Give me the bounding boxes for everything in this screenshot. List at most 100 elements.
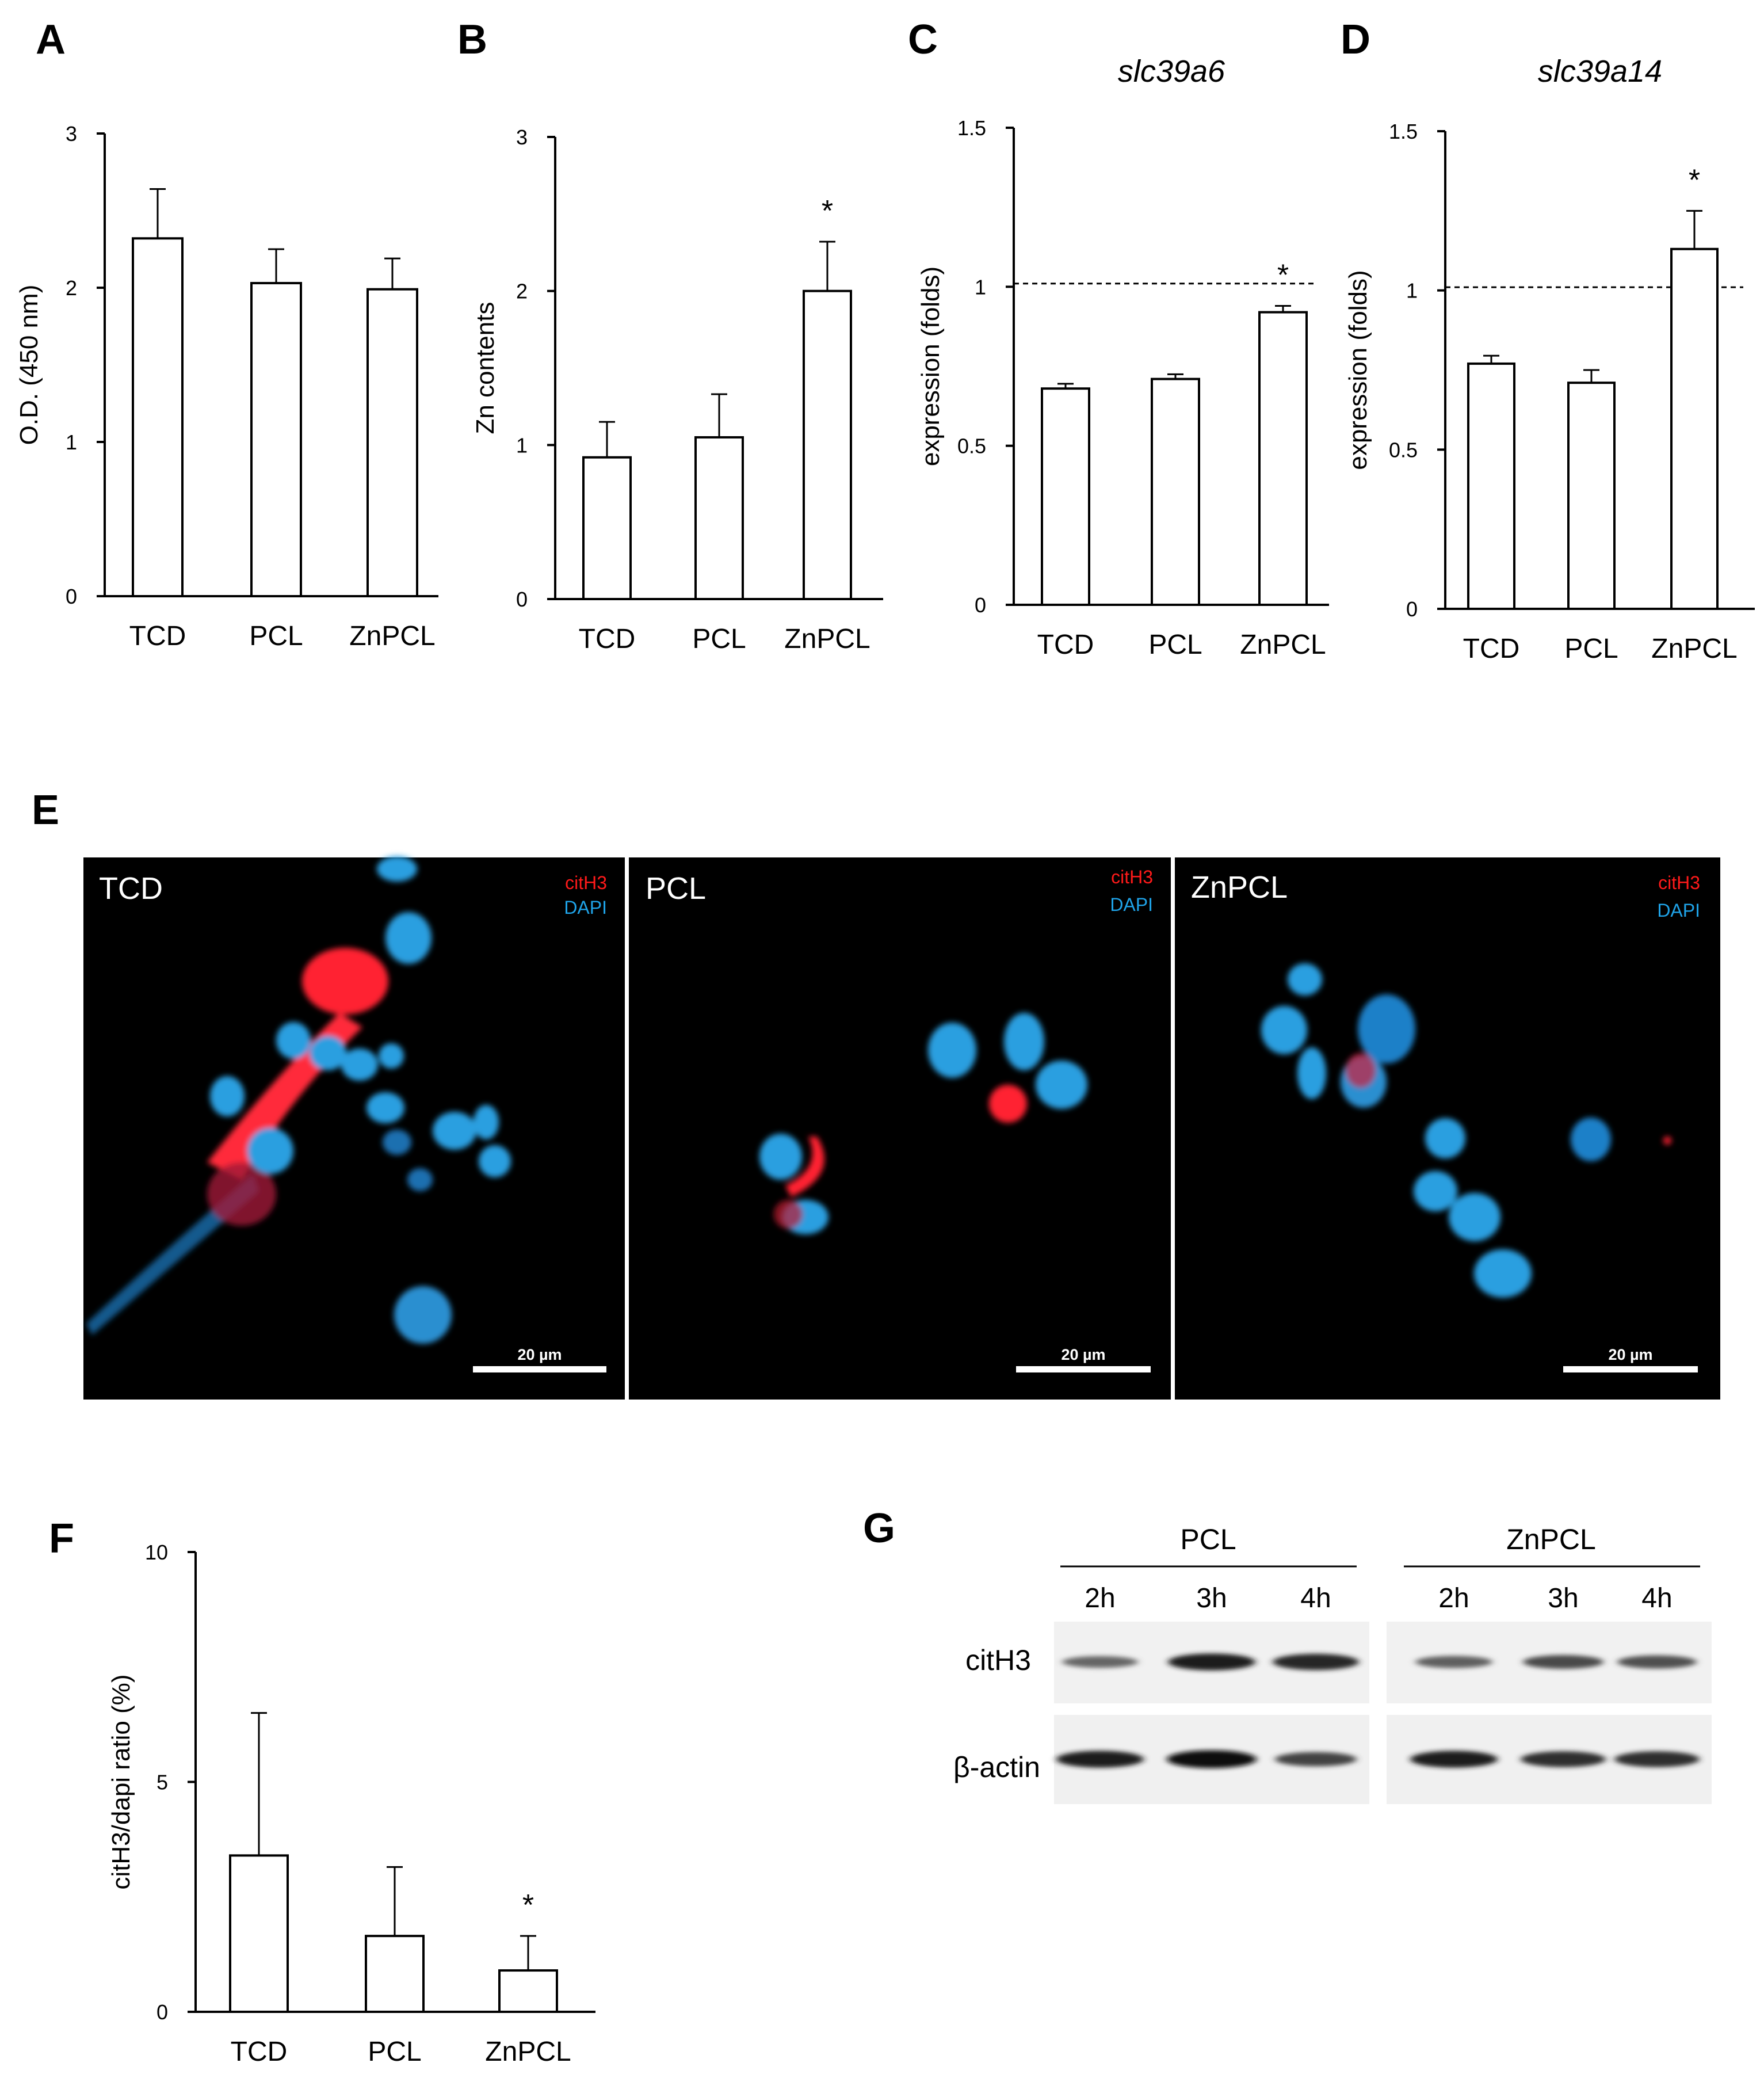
category-label: ZnPCL (784, 624, 870, 654)
bar (694, 436, 744, 600)
chart-title: slc39a6 (1118, 54, 1225, 89)
legend-dapi: DAPI (564, 897, 607, 918)
significance-marker: * (522, 1889, 534, 1922)
blot-band (1056, 1751, 1144, 1768)
y-tick-label: 3 (516, 125, 528, 149)
legend-cith3: citH3 (1111, 867, 1153, 887)
bar (1151, 378, 1200, 607)
y-tick-label: 1 (975, 275, 986, 299)
category-label: TCD (129, 621, 186, 651)
bar (250, 281, 302, 597)
panel-letter-f: F (49, 1516, 74, 1562)
blot-band (1617, 1655, 1697, 1669)
blot-band (1415, 1656, 1492, 1668)
y-tick-label: 0 (1406, 597, 1418, 621)
category-label: PCL (249, 621, 303, 651)
micrograph-label-pcl: PCL (646, 871, 706, 906)
bar (229, 1854, 289, 2014)
category-label: TCD (231, 2037, 288, 2067)
bar (365, 1935, 425, 2014)
y-tick-label: 0.5 (1389, 438, 1418, 462)
blot-band (1168, 1653, 1255, 1671)
blot-lane-label: 3h (1548, 1583, 1578, 1614)
scale-bar (473, 1366, 606, 1372)
blot-row-label-actin: β-actin (953, 1751, 1040, 1783)
panel-g-western-blot: PCL ZnPCL 2h 3h 4h 2h 3h 4h citH3 β-acti… (953, 1523, 1712, 1804)
y-tick-label: 2 (516, 280, 528, 303)
legend-dapi: DAPI (1657, 900, 1700, 921)
blot-band (1523, 1655, 1603, 1669)
category-label: ZnPCL (1651, 634, 1737, 664)
legend-cith3: citH3 (565, 872, 607, 893)
blot-lane-label: 2h (1085, 1583, 1115, 1614)
chart-d-slc39a14: 0 0.5 1 1.5 expression (folds) slc39a14 TCD PCL… (1344, 54, 1755, 664)
blot-lane-label: 4h (1300, 1583, 1331, 1614)
cell-cluster (86, 856, 511, 1344)
panel-letter-b: B (457, 17, 487, 63)
bar (366, 288, 418, 597)
micrograph-znpcl: ZnPCL citH3 DAPI 20 µm (1191, 870, 1700, 1372)
chart-a-od-450: 0 1 2 3 O.D. (450 nm) TCD PCL ZnPCL (15, 122, 438, 651)
significance-marker: * (822, 195, 833, 228)
scale-bar-label: 20 µm (1608, 1346, 1652, 1363)
y-axis-label: Zn contents (471, 302, 499, 434)
blot-band (1275, 1752, 1357, 1767)
y-tick-label: 1 (516, 433, 528, 457)
significance-marker: * (1689, 163, 1700, 197)
legend-dapi: DAPI (1110, 894, 1153, 915)
category-label: TCD (1037, 630, 1094, 660)
blot-band (1521, 1751, 1606, 1767)
scale-bar-label: 20 µm (1061, 1346, 1105, 1363)
micrograph-divider (1171, 857, 1175, 1400)
chart-title: slc39a14 (1538, 54, 1662, 89)
micrograph-divider (625, 857, 629, 1400)
category-label: TCD (579, 624, 636, 654)
legend-cith3: citH3 (1658, 872, 1700, 893)
scale-bar-label: 20 µm (517, 1346, 562, 1363)
category-label: ZnPCL (1240, 630, 1326, 660)
scale-bar (1016, 1366, 1151, 1372)
blot-bands (1056, 1653, 1700, 1768)
blot-lane-label: 3h (1196, 1583, 1227, 1614)
y-axis-label: expression (folds) (917, 266, 945, 466)
panel-letter-c: C (908, 17, 938, 63)
y-tick-label: 5 (156, 1771, 168, 1794)
cell-cluster (1261, 963, 1671, 1298)
bar (1258, 311, 1308, 607)
blot-row-label-cith3: citH3 (965, 1644, 1031, 1676)
y-tick-label: 0 (156, 2000, 168, 2024)
cell-cluster (759, 1013, 1087, 1234)
blot-band (1410, 1751, 1498, 1768)
bar (582, 456, 632, 600)
bar (1670, 247, 1719, 610)
category-label: PCL (368, 2037, 421, 2067)
y-tick-label: 1.5 (957, 116, 986, 140)
blot-band (1614, 1751, 1700, 1767)
y-tick-label: 1 (66, 430, 77, 454)
blot-band (1062, 1656, 1138, 1668)
y-tick-label: 0 (975, 593, 986, 617)
blot-group-pcl: PCL (1180, 1523, 1236, 1555)
blot-band (1167, 1750, 1257, 1768)
micrograph-label-znpcl: ZnPCL (1191, 870, 1288, 905)
scale-bar (1563, 1366, 1698, 1372)
y-tick-label: 1.5 (1389, 120, 1418, 143)
y-tick-label: 0 (516, 588, 528, 611)
panel-letter-a: A (36, 17, 66, 63)
chart-c-slc39a6: 0 0.5 1 1.5 expression (folds) slc39a6 TCD PCL *… (917, 54, 1329, 660)
bar (803, 289, 852, 600)
y-tick-label: 0.5 (957, 434, 986, 458)
y-axis-label: O.D. (450 nm) (15, 285, 43, 445)
bar (1041, 387, 1090, 606)
category-label: ZnPCL (485, 2037, 571, 2067)
blot-group-znpcl: ZnPCL (1506, 1523, 1596, 1555)
micrograph-label-tcd: TCD (99, 871, 163, 906)
y-tick-label: 10 (145, 1541, 168, 1564)
micrograph-tcd: TCD citH3 DAPI 20 µm (86, 856, 607, 1372)
y-axis-label: expression (folds) (1344, 270, 1372, 470)
chart-b-zn-contents: 0 1 2 3 Zn contents TCD PCL * ZnPCL (471, 125, 883, 654)
panel-letter-e: E (32, 787, 59, 833)
bar (1467, 362, 1515, 611)
y-tick-label: 3 (66, 122, 77, 146)
